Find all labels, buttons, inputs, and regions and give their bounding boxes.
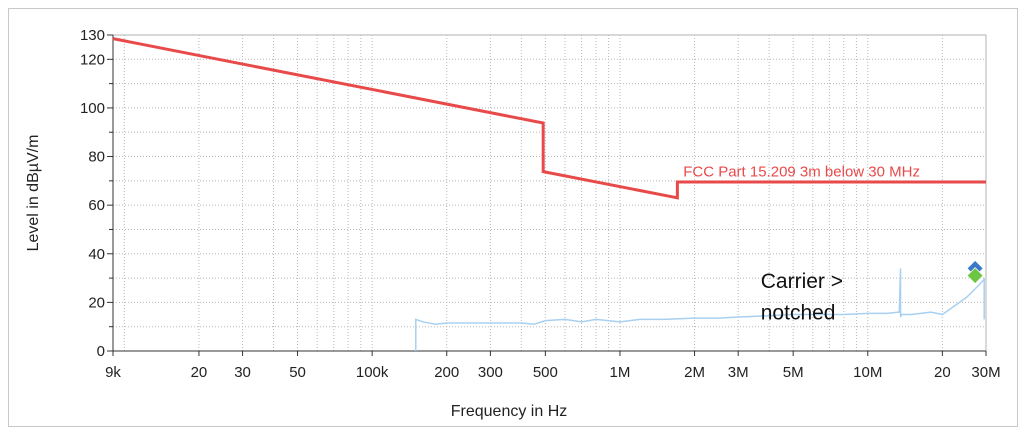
x-tick-label: 5M bbox=[783, 364, 804, 381]
x-axis-label: Frequency in Hz bbox=[451, 403, 568, 420]
limit-line bbox=[112, 37, 986, 200]
plot-area bbox=[112, 37, 986, 351]
x-tick-label: 2M bbox=[684, 364, 705, 381]
x-tick-label: 30 bbox=[234, 364, 251, 381]
plot-border bbox=[112, 34, 987, 352]
y-tick-label: 130 bbox=[80, 27, 105, 44]
y-tick-label: 60 bbox=[88, 197, 105, 214]
chart-frame: 0 20 40 60 80 100 120 130 9k 20 30 50 100k 200 300 500 1… bbox=[8, 8, 1018, 427]
y-tick-label: 40 bbox=[88, 246, 105, 263]
peak-marker bbox=[966, 267, 984, 285]
emission-chart: 0 20 40 60 80 100 120 130 9k 20 30 50 100k 200 300 500 1… bbox=[25, 27, 1001, 420]
x-tick-label: 10M bbox=[853, 364, 882, 381]
y-tick-label: 120 bbox=[80, 51, 105, 68]
x-tick-label: 300 bbox=[478, 364, 503, 381]
x-tick-label: 20 bbox=[934, 364, 951, 381]
x-tick-label: 30M bbox=[971, 364, 1000, 381]
x-tick-label: 9k bbox=[105, 364, 121, 381]
y-tick-label: 0 bbox=[97, 343, 105, 360]
y-axis-label: Level in dBµV/m bbox=[25, 135, 42, 252]
limit-line-label: FCC Part 15.209 3m below 30 MHz bbox=[683, 164, 920, 181]
x-tick-label: 1M bbox=[610, 364, 631, 381]
measurement-trace bbox=[415, 268, 985, 351]
annotation-text: Carrier > bbox=[761, 270, 843, 293]
annotation-text: notched bbox=[761, 301, 836, 324]
y-tick-label: 80 bbox=[88, 149, 105, 166]
axes: 0 20 40 60 80 100 120 130 9k 20 30 50 100k 200 300 500 1… bbox=[80, 27, 1001, 381]
x-tick-label: 3M bbox=[728, 364, 749, 381]
labels: FCC Part 15.209 3m below 30 MHz Carrier >… bbox=[683, 164, 920, 325]
x-tick-label: 100k bbox=[356, 364, 389, 381]
x-tick-label: 20 bbox=[191, 364, 208, 381]
grid bbox=[112, 34, 987, 352]
x-tick-label: 200 bbox=[434, 364, 459, 381]
x-tick-label: 50 bbox=[289, 364, 306, 381]
x-tick-label: 500 bbox=[533, 364, 558, 381]
y-tick-label: 100 bbox=[80, 100, 105, 117]
y-tick-label: 20 bbox=[88, 294, 105, 311]
